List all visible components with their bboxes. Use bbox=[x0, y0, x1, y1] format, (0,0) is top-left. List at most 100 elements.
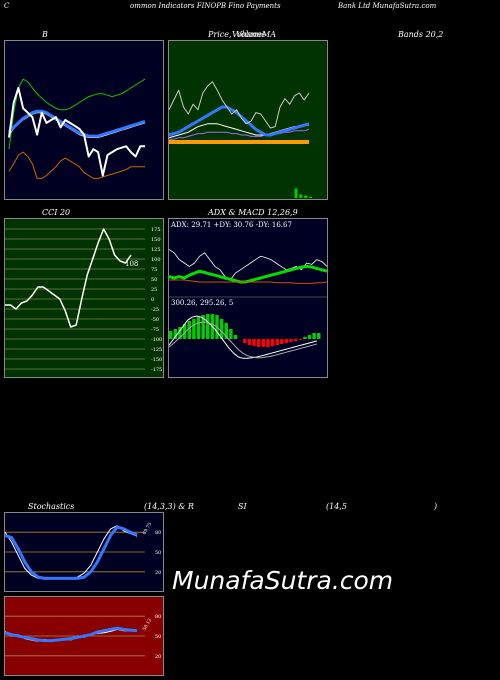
macd-histogram-bar bbox=[187, 321, 191, 339]
price-ma-chart bbox=[168, 41, 327, 199]
macd-histogram-bar bbox=[266, 339, 270, 347]
macd-histogram-bar bbox=[224, 323, 228, 339]
cci-panel: 175 150 125 100 75 50 25 0 -25 -50 -75 -100 -125 -150… bbox=[4, 218, 164, 378]
panel-background bbox=[5, 219, 163, 377]
header-bank: Bank Ltd MunafaSutra.com bbox=[338, 2, 437, 10]
macd-histogram-bar bbox=[229, 329, 233, 339]
macd-histogram-bar bbox=[173, 329, 178, 339]
stoch-tick-label: 80 bbox=[155, 530, 161, 536]
rsi-panel: 80 50 20 58.12 bbox=[4, 596, 164, 676]
header-indicators: ommon Indicators FINOPB Fino Payments bbox=[130, 2, 281, 10]
bb-upper-band bbox=[8, 78, 146, 150]
stoch-main-line bbox=[4, 525, 138, 580]
label-volume: Volume bbox=[232, 30, 262, 39]
watermark: MunafaSutra.com bbox=[172, 566, 394, 595]
adx-readout: ADX: 29.71 +DY: 30.76 -DY: 16.67 bbox=[170, 221, 292, 229]
macd-histogram-bar bbox=[261, 339, 265, 347]
macd-histogram-bar bbox=[219, 319, 224, 339]
cci-tick-label: 100 bbox=[151, 257, 161, 263]
cci-tick-label: 175 bbox=[151, 227, 161, 233]
macd-signal-line bbox=[168, 321, 318, 359]
macd-readout: 300.26, 295.26, 5 bbox=[171, 299, 233, 307]
macd-line bbox=[168, 315, 318, 359]
bb-middle-band bbox=[7, 109, 146, 138]
macd-histogram-bar bbox=[178, 327, 182, 339]
macd-histogram-bar bbox=[312, 333, 316, 339]
macd-histogram-bar bbox=[201, 315, 205, 339]
volume-bar bbox=[309, 196, 312, 198]
bollinger-panel bbox=[4, 40, 164, 200]
macd-histogram-bar bbox=[182, 324, 187, 339]
stochastics-chart: 80 50 20 69.75 bbox=[4, 513, 163, 591]
cci-last-label: 108 bbox=[125, 260, 138, 268]
macd-histogram-bar bbox=[270, 339, 275, 346]
cci-tick-label: -100 bbox=[151, 337, 162, 343]
ma-mid-purple bbox=[169, 128, 310, 140]
cci-tick-label: 150 bbox=[151, 237, 161, 243]
rsi-tick-label: 80 bbox=[155, 614, 161, 620]
cci-tick-label: 0 bbox=[151, 297, 154, 303]
cci-tick-label: -25 bbox=[151, 307, 159, 313]
label-rsi-close: ) bbox=[434, 502, 438, 511]
label-price: Price, bbox=[208, 30, 232, 39]
bollinger-chart bbox=[5, 41, 163, 199]
price-line bbox=[168, 81, 310, 129]
rsi-main-line bbox=[4, 626, 138, 643]
rsi-chart: 80 50 20 58.12 bbox=[4, 597, 163, 675]
label-volume-overlap: Volume bbox=[236, 30, 266, 39]
cci-tick-label: 25 bbox=[151, 287, 157, 293]
macd-histogram-bar bbox=[317, 333, 321, 339]
label-bb: B bbox=[42, 30, 48, 39]
macd-histogram-bar bbox=[247, 339, 252, 345]
macd-histogram-bar bbox=[206, 314, 210, 339]
macd-histogram-bar bbox=[169, 331, 173, 339]
cci-tick-label: 50 bbox=[151, 277, 157, 283]
macd-histogram-bar bbox=[298, 339, 302, 340]
label-si: SI bbox=[238, 502, 247, 511]
plus-di-line bbox=[168, 264, 328, 284]
cci-tick-label: 125 bbox=[151, 247, 161, 253]
volume-bar bbox=[294, 188, 298, 198]
rsi-last-label: 58.12 bbox=[142, 617, 154, 631]
macd-histogram-bar bbox=[243, 339, 247, 343]
label-cci: CCI 20 bbox=[42, 208, 71, 217]
cci-tick-label: -150 bbox=[151, 357, 162, 363]
cci-tick-label: -50 bbox=[151, 317, 159, 323]
macd-histogram-bar bbox=[303, 337, 307, 339]
macd-histogram-bar bbox=[284, 339, 289, 343]
header-c: C bbox=[4, 2, 10, 10]
macd-histogram-bar bbox=[289, 339, 293, 342]
adx-macd-chart: ADX: 29.71 +DY: 30.76 -DY: 16.67 300.26, … bbox=[168, 219, 328, 377]
adx-line bbox=[168, 249, 328, 281]
macd-histogram-bar bbox=[275, 339, 279, 345]
macd-histogram-bar bbox=[307, 335, 312, 339]
cci-chart: 175 150 125 100 75 50 25 0 -25 -50 -75 -100 -125 -150… bbox=[5, 219, 163, 377]
label-ma: MA bbox=[262, 30, 276, 39]
stoch-last-label: 69.75 bbox=[142, 522, 154, 536]
rsi-tick-label: 20 bbox=[155, 654, 161, 660]
rsi-tick-label: 50 bbox=[155, 634, 161, 640]
bb-lower-band bbox=[8, 151, 145, 179]
stochastics-panel: 80 50 20 69.75 bbox=[4, 512, 164, 592]
macd-histogram-bar bbox=[293, 339, 298, 341]
label-adx: ADX & MACD 12,26,9 bbox=[208, 208, 298, 217]
price-ma-panel bbox=[168, 40, 328, 200]
adx-macd-panel: ADX: 29.71 +DY: 30.76 -DY: 16.67 300.26, … bbox=[168, 218, 328, 378]
panel-background bbox=[169, 219, 327, 377]
macd-histogram-bar bbox=[256, 339, 261, 347]
panel-background bbox=[5, 41, 163, 199]
stoch-tick-label: 20 bbox=[155, 570, 161, 576]
macd-histogram-bar bbox=[192, 319, 196, 339]
cci-tick-label: -125 bbox=[151, 347, 162, 353]
volume-bar bbox=[299, 194, 303, 198]
cci-tick-label: 75 bbox=[151, 267, 157, 273]
cci-tick-label: -75 bbox=[151, 327, 159, 333]
label-stoch-params: (14,3,3) & R bbox=[144, 502, 194, 511]
panel-background bbox=[169, 41, 327, 199]
cci-tick-label: -175 bbox=[151, 367, 162, 373]
label-rsi-params: (14,5 bbox=[326, 502, 347, 511]
macd-histogram-bar bbox=[233, 335, 238, 339]
bb-price-line bbox=[8, 86, 145, 177]
label-stoch: Stochastics bbox=[28, 502, 75, 511]
stoch-tick-label: 50 bbox=[155, 550, 161, 556]
